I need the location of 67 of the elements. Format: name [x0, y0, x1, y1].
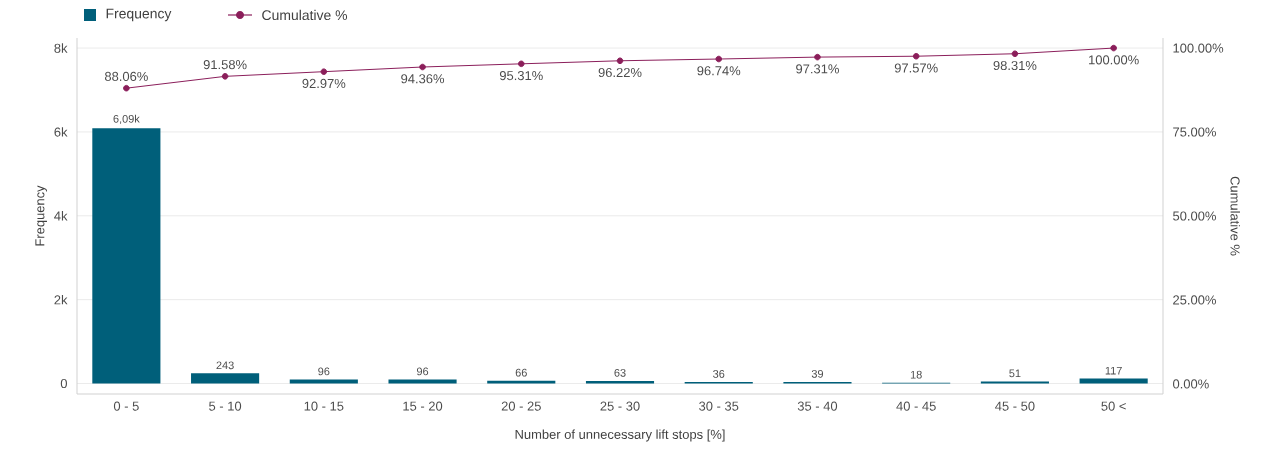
x-tick-label: 25 - 30	[600, 401, 640, 411]
y2-axis-title: Cumulative %	[1230, 176, 1240, 256]
point	[221, 73, 229, 80]
point	[123, 84, 130, 92]
x-tick-label: 20 - 25	[501, 401, 541, 411]
data-label: 92.97%	[302, 78, 346, 89]
y2-tick-label: 50.00%	[1173, 211, 1216, 221]
data-label: 66	[515, 368, 527, 377]
data-label: 91.58%	[203, 60, 247, 70]
data-label: 18	[910, 370, 922, 379]
x-axis-title: Number of unnecessary lift stops [%]	[515, 429, 725, 442]
y-tick-label: 8k	[54, 43, 68, 53]
y2-tick-label: 100.00%	[1173, 43, 1224, 53]
x-tick-label: 40 - 45	[896, 401, 936, 411]
legend-label: Frequency	[106, 8, 172, 22]
bar	[388, 379, 457, 384]
data-label: 63	[614, 368, 626, 377]
y-tick-label: 2k	[54, 294, 68, 305]
x-tick-label: 30 - 35	[699, 401, 739, 411]
point	[1110, 44, 1117, 52]
x-tick-label: 10 - 15	[304, 401, 344, 411]
point	[1011, 50, 1019, 58]
point	[715, 55, 723, 63]
y-tick-label: 4k	[54, 211, 68, 221]
point	[517, 60, 525, 68]
bar	[191, 373, 260, 384]
data-label: 95.31%	[499, 70, 543, 81]
bar	[585, 380, 655, 384]
x-tick-label: 50 <	[1101, 401, 1126, 411]
x-tick-label: 15 - 20	[403, 401, 443, 411]
bar	[980, 381, 1049, 384]
data-label: 96.22%	[598, 67, 642, 78]
bar	[289, 379, 358, 384]
point	[419, 63, 426, 71]
y2-tick-label: 75.00%	[1173, 127, 1216, 137]
data-label: 100.00%	[1089, 55, 1139, 65]
data-label: 97.31%	[796, 64, 839, 74]
y-axis-title: Frequency	[35, 185, 47, 246]
data-label: 243	[216, 361, 234, 370]
data-label: 97.57%	[894, 63, 938, 73]
x-tick-label: 0 - 5	[113, 401, 139, 411]
y2-tick-label: 0.00%	[1173, 379, 1209, 389]
y-tick-label: 0	[60, 378, 67, 389]
bar	[1079, 378, 1148, 384]
x-tick-label: 45 - 50	[995, 401, 1035, 411]
y2-tick-label: 25.00%	[1173, 295, 1216, 305]
point	[616, 57, 624, 65]
x-tick-label: 35 - 40	[797, 401, 838, 411]
data-label: 39	[811, 369, 824, 378]
data-label: 98.31%	[993, 60, 1037, 71]
legend-label: Cumulative %	[262, 9, 348, 21]
point	[320, 68, 328, 75]
point	[814, 53, 821, 61]
point	[912, 52, 920, 60]
data-label: 94.36%	[401, 74, 445, 84]
x-tick-label: 5 - 10	[209, 401, 242, 411]
data-label: 96.74%	[697, 66, 741, 76]
bar	[487, 380, 556, 384]
data-label: 36	[713, 370, 725, 378]
data-label: 51	[1009, 369, 1021, 378]
data-label: 96	[318, 367, 330, 376]
data-label: 88.06%	[104, 71, 148, 81]
data-label: 117	[1105, 366, 1122, 375]
data-label: 96	[416, 367, 429, 376]
bar	[92, 128, 161, 384]
data-label: 6,09k	[113, 114, 140, 124]
y-tick-label: 6k	[54, 127, 68, 137]
